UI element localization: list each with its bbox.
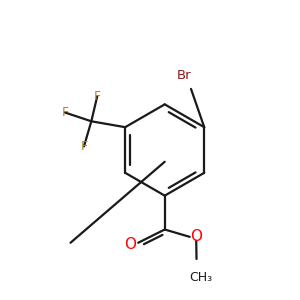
Text: F: F — [61, 106, 68, 119]
Text: F: F — [80, 140, 88, 153]
Text: Br: Br — [176, 68, 191, 82]
Text: CH₃: CH₃ — [189, 271, 212, 284]
Text: O: O — [124, 237, 136, 252]
Text: O: O — [190, 229, 202, 244]
Text: F: F — [94, 90, 101, 103]
